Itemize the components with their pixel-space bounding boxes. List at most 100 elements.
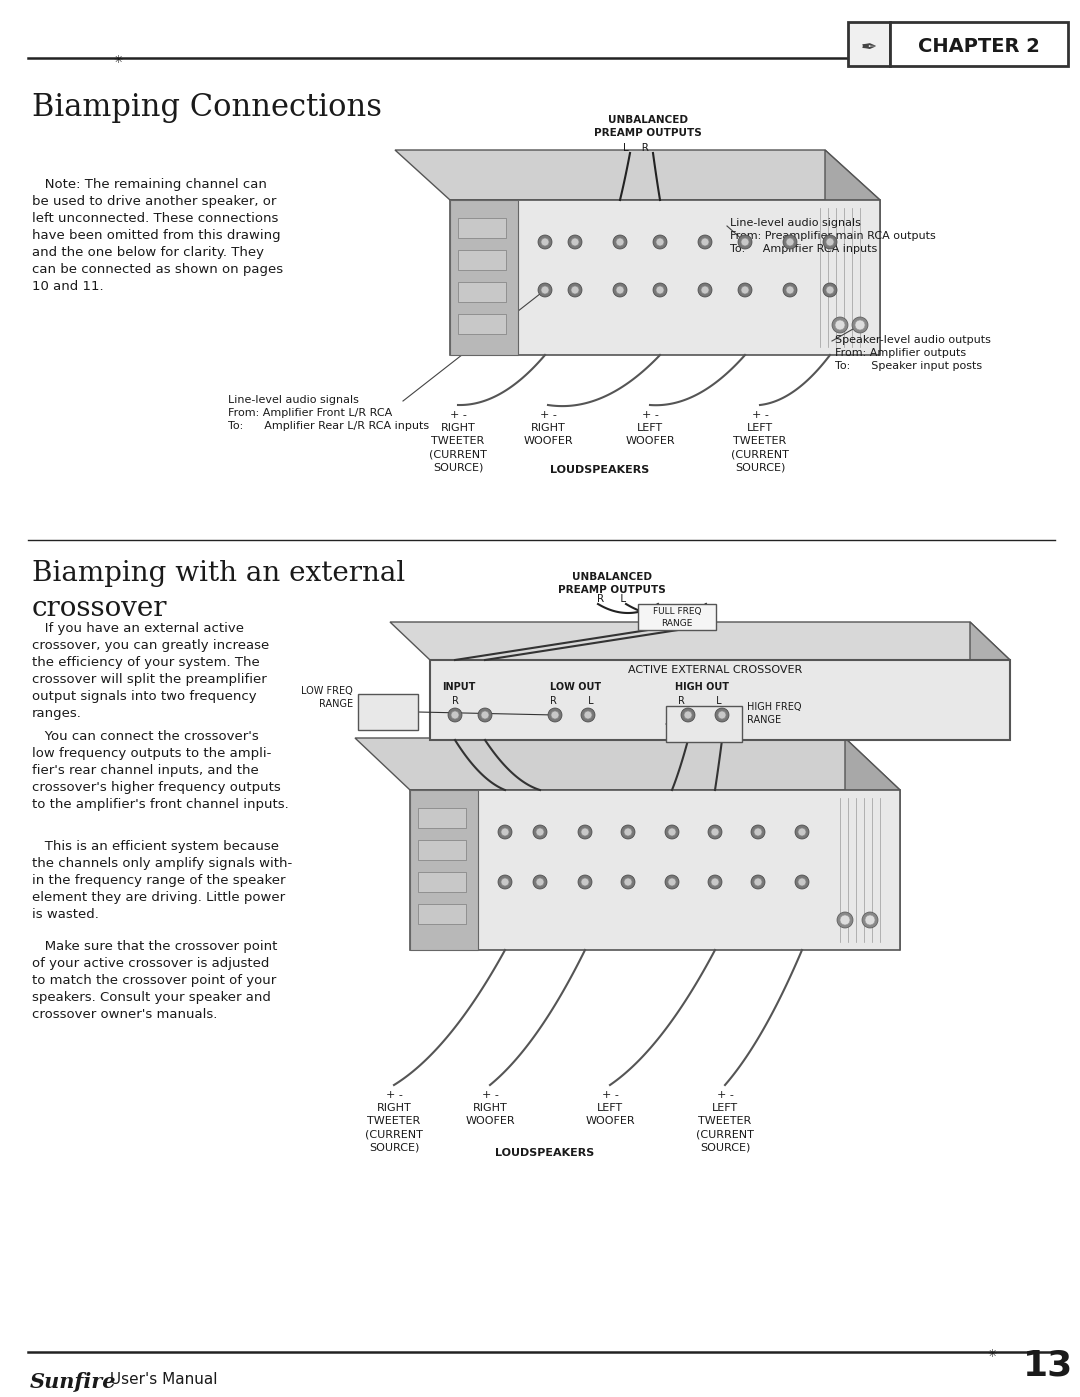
Circle shape: [665, 826, 679, 840]
Circle shape: [701, 237, 708, 246]
Text: HIGH FREQ
RANGE: HIGH FREQ RANGE: [747, 703, 801, 725]
Bar: [410, 789, 900, 950]
Bar: [450, 200, 880, 355]
Circle shape: [653, 284, 667, 298]
Circle shape: [581, 828, 589, 835]
Circle shape: [624, 828, 632, 835]
Text: R     L: R L: [597, 594, 626, 604]
Text: Biamping Connections: Biamping Connections: [32, 92, 382, 123]
Circle shape: [795, 875, 809, 888]
Circle shape: [578, 826, 592, 840]
Bar: [848, 22, 890, 66]
Circle shape: [701, 286, 708, 293]
Text: L    R: L R: [623, 142, 649, 154]
Circle shape: [738, 235, 752, 249]
Circle shape: [865, 915, 875, 925]
Circle shape: [498, 826, 512, 840]
Circle shape: [684, 711, 692, 719]
Circle shape: [741, 237, 750, 246]
Bar: [418, 904, 465, 923]
Text: 13: 13: [1023, 1348, 1074, 1382]
Circle shape: [665, 875, 679, 888]
Polygon shape: [845, 738, 900, 950]
Polygon shape: [355, 738, 900, 789]
Circle shape: [616, 237, 624, 246]
Circle shape: [832, 317, 848, 332]
Circle shape: [681, 708, 696, 722]
Polygon shape: [390, 622, 1010, 659]
Circle shape: [478, 708, 492, 722]
Text: LOUDSPEAKERS: LOUDSPEAKERS: [551, 465, 650, 475]
Circle shape: [451, 711, 459, 719]
Circle shape: [568, 235, 582, 249]
Circle shape: [862, 912, 878, 928]
Circle shape: [835, 320, 845, 330]
Text: + -
LEFT
WOOFER: + - LEFT WOOFER: [585, 1090, 635, 1126]
Circle shape: [754, 828, 762, 835]
Circle shape: [653, 235, 667, 249]
Text: User's Manual: User's Manual: [105, 1372, 217, 1387]
Bar: [410, 789, 478, 950]
Circle shape: [738, 284, 752, 298]
Text: R: R: [453, 696, 459, 705]
Text: ✳: ✳: [113, 54, 123, 66]
Text: ✳: ✳: [987, 1350, 997, 1359]
Text: INPUT: INPUT: [442, 682, 475, 692]
Bar: [890, 22, 1068, 66]
Text: LOW OUT: LOW OUT: [550, 682, 602, 692]
Bar: [418, 840, 465, 861]
Text: + -
RIGHT
TWEETER
(CURRENT
SOURCE): + - RIGHT TWEETER (CURRENT SOURCE): [429, 409, 487, 472]
Circle shape: [534, 826, 546, 840]
Circle shape: [698, 235, 712, 249]
Text: This is an efficient system because
the channels only amplify signals with-
in t: This is an efficient system because the …: [32, 840, 293, 921]
Circle shape: [656, 286, 664, 293]
Circle shape: [708, 875, 723, 888]
Bar: [666, 705, 742, 742]
Text: Sunfire: Sunfire: [30, 1372, 117, 1391]
Circle shape: [823, 284, 837, 298]
Circle shape: [711, 828, 719, 835]
Text: + -
RIGHT
WOOFER: + - RIGHT WOOFER: [465, 1090, 515, 1126]
Circle shape: [571, 286, 579, 293]
Circle shape: [656, 237, 664, 246]
Circle shape: [538, 284, 552, 298]
Circle shape: [536, 877, 544, 886]
Circle shape: [715, 708, 729, 722]
Text: Line-level audio signals
From: Amplifier Front L/R RCA
To:      Amplifier Rear L: Line-level audio signals From: Amplifier…: [228, 395, 429, 432]
Circle shape: [751, 826, 765, 840]
Text: + -
RIGHT
TWEETER
(CURRENT
SOURCE): + - RIGHT TWEETER (CURRENT SOURCE): [365, 1090, 423, 1153]
Bar: [418, 872, 465, 893]
Text: LOUDSPEAKERS: LOUDSPEAKERS: [496, 1148, 595, 1158]
Circle shape: [711, 877, 719, 886]
Circle shape: [754, 877, 762, 886]
Text: If you have an external active
crossover, you can greatly increase
the efficienc: If you have an external active crossover…: [32, 622, 269, 719]
Circle shape: [718, 711, 726, 719]
Circle shape: [783, 284, 797, 298]
Circle shape: [741, 286, 750, 293]
Circle shape: [669, 828, 676, 835]
Bar: [638, 604, 716, 630]
Circle shape: [798, 877, 806, 886]
Circle shape: [448, 708, 462, 722]
Circle shape: [571, 237, 579, 246]
Bar: [458, 218, 507, 237]
Text: R          L: R L: [550, 696, 594, 705]
Bar: [458, 250, 507, 270]
Circle shape: [786, 286, 794, 293]
Bar: [418, 807, 465, 828]
Circle shape: [536, 828, 544, 835]
Circle shape: [541, 237, 549, 246]
Circle shape: [534, 875, 546, 888]
Text: You can connect the crossover's
low frequency outputs to the ampli-
fier's rear : You can connect the crossover's low freq…: [32, 731, 288, 812]
Text: LOW FREQ
RANGE: LOW FREQ RANGE: [301, 686, 353, 710]
Circle shape: [501, 877, 509, 886]
Circle shape: [798, 828, 806, 835]
Circle shape: [826, 286, 834, 293]
Text: CHAPTER 2: CHAPTER 2: [918, 38, 1040, 56]
Text: + -
RIGHT
WOOFER: + - RIGHT WOOFER: [523, 409, 572, 447]
Circle shape: [538, 235, 552, 249]
Circle shape: [498, 875, 512, 888]
Circle shape: [501, 828, 509, 835]
Circle shape: [751, 875, 765, 888]
Circle shape: [795, 826, 809, 840]
